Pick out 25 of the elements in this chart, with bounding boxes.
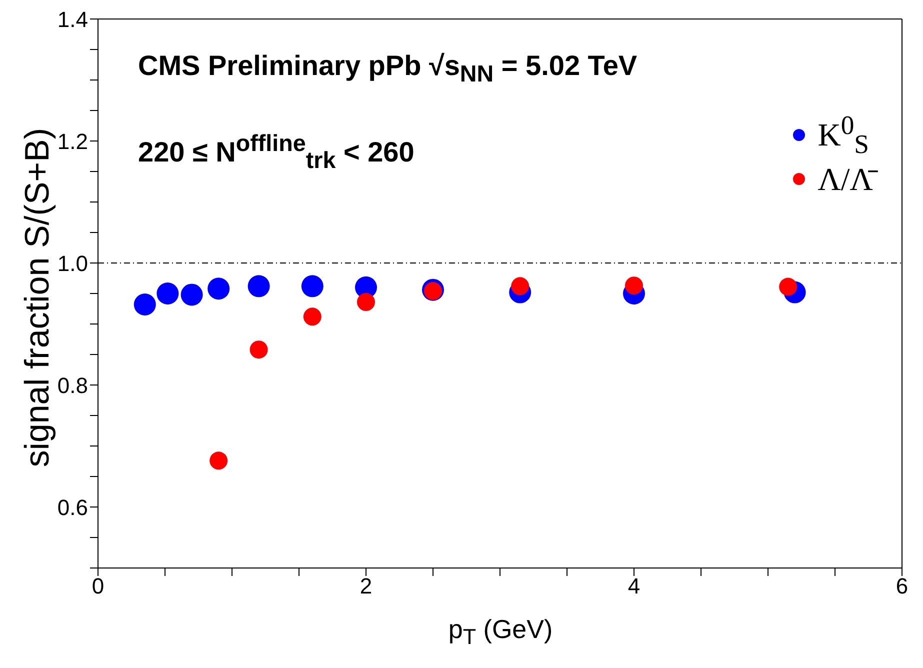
x-tick-label: 6 (896, 574, 908, 599)
x-axis-title: p$_{T}$ (GeV) (447, 614, 554, 650)
y-tick-label: 1.0 (57, 250, 88, 276)
point (180, 284, 203, 306)
y-tick-label: 1.2 (57, 128, 88, 154)
x-tick-label: 4 (628, 574, 640, 599)
point (134, 293, 156, 316)
annotation: 220 ≤ N$^{offline}$$_{trk}$ < 260 (138, 130, 414, 174)
x-tick-label: 0 (92, 574, 104, 599)
point (208, 278, 230, 300)
y-tick-label: 0.6 (57, 494, 88, 520)
y-tick-label: 1.4 (57, 6, 88, 32)
point (210, 452, 228, 470)
point (250, 340, 268, 359)
point (248, 275, 270, 298)
point (625, 276, 643, 295)
y-tick-label: 0.8 (57, 372, 88, 398)
point (301, 275, 324, 298)
x-tick-label: 2 (360, 574, 372, 599)
annotation: CMS Preliminary pPb √s$_{NN}$ = 5.02 TeV (138, 50, 638, 88)
point (357, 293, 375, 312)
point (156, 282, 179, 304)
point (303, 308, 322, 326)
y-axis-title: signal fraction S/(S+B) (18, 126, 58, 470)
point (511, 277, 530, 296)
